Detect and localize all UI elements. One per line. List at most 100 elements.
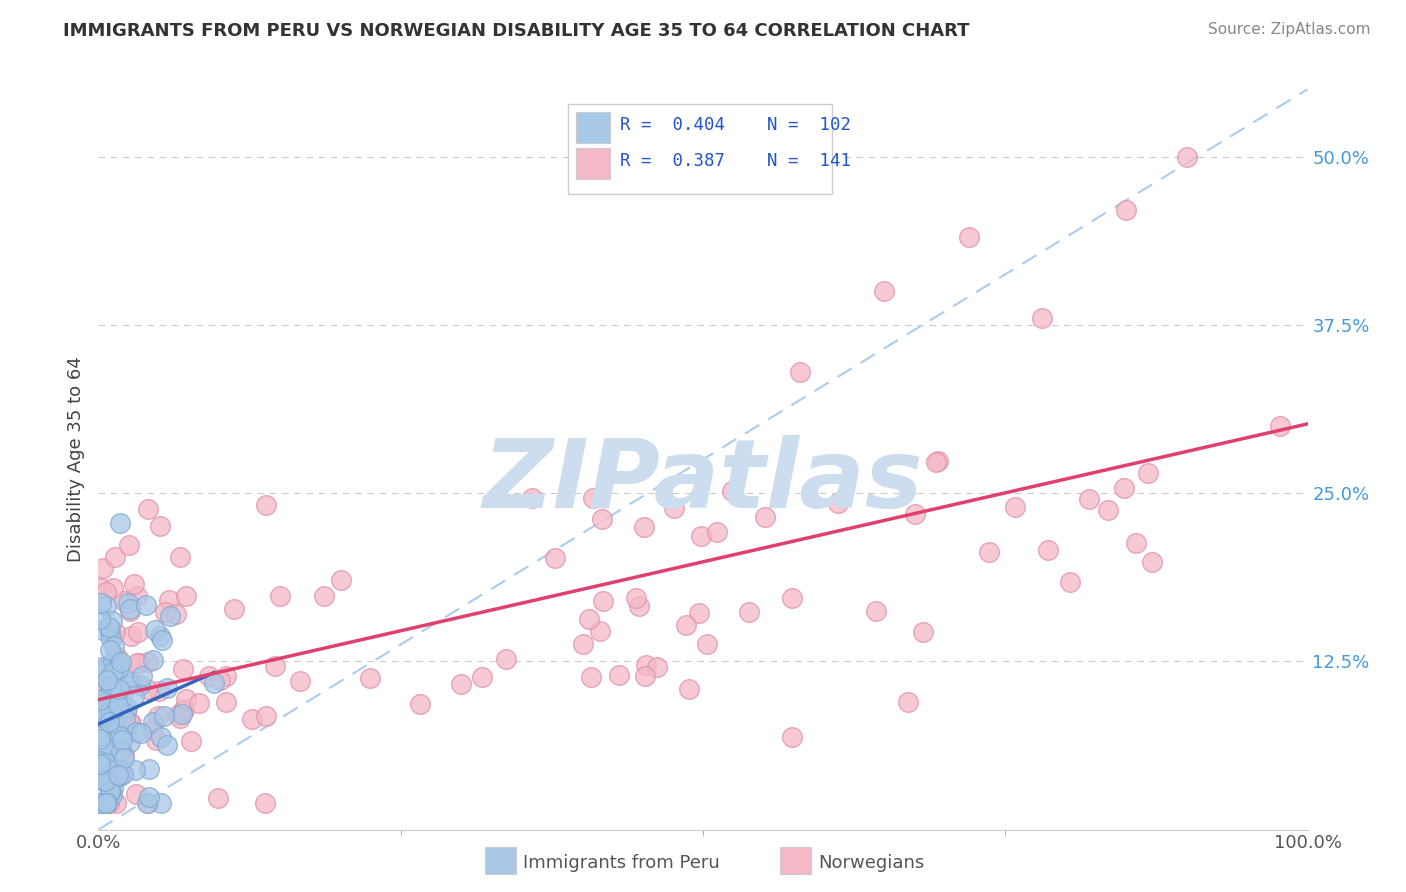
Point xyxy=(208,673,231,687)
Point xyxy=(927,454,949,468)
Point xyxy=(94,739,117,753)
Point xyxy=(100,632,122,646)
Point xyxy=(176,691,198,706)
Point xyxy=(100,784,122,798)
Point xyxy=(471,670,494,684)
Point xyxy=(120,735,142,749)
Point xyxy=(202,676,225,690)
Point xyxy=(110,694,132,708)
Point xyxy=(101,678,124,692)
Text: ZIPatlas: ZIPatlas xyxy=(482,435,924,528)
Point xyxy=(96,796,118,810)
Point xyxy=(721,484,744,499)
Point xyxy=(1112,482,1135,496)
Point xyxy=(124,763,146,777)
Point xyxy=(136,681,159,696)
Point xyxy=(120,629,142,643)
Point xyxy=(91,698,114,713)
Point xyxy=(607,668,630,682)
Point xyxy=(215,669,238,683)
Point xyxy=(91,624,114,638)
Point xyxy=(90,697,112,711)
Point xyxy=(122,690,145,704)
Point xyxy=(873,284,896,298)
Point xyxy=(159,608,181,623)
Point xyxy=(1140,555,1163,569)
Point xyxy=(1031,311,1053,326)
Text: R =  0.387    N =  141: R = 0.387 N = 141 xyxy=(620,152,851,170)
Point xyxy=(409,697,432,711)
Point xyxy=(624,591,647,606)
Point xyxy=(128,657,150,671)
Point xyxy=(143,624,166,638)
Point xyxy=(104,727,127,741)
Point xyxy=(150,796,173,810)
Point xyxy=(89,612,111,626)
Point xyxy=(96,796,118,810)
Point xyxy=(94,709,117,723)
Point xyxy=(662,501,685,516)
Point xyxy=(1137,466,1160,480)
Point xyxy=(112,751,135,765)
Point xyxy=(111,766,134,780)
Point xyxy=(127,589,149,603)
Point xyxy=(91,796,114,810)
Point xyxy=(167,707,190,722)
Point xyxy=(589,624,612,639)
Point xyxy=(98,643,121,657)
Point xyxy=(118,677,141,691)
Point xyxy=(104,550,127,565)
Point xyxy=(544,551,567,566)
Point xyxy=(174,589,197,603)
Point xyxy=(107,698,129,712)
Point xyxy=(131,669,153,683)
Point xyxy=(678,682,700,697)
Point xyxy=(100,704,122,718)
Point xyxy=(156,681,179,696)
Point xyxy=(124,576,146,591)
Point xyxy=(98,680,121,694)
Point xyxy=(1004,500,1026,515)
Point xyxy=(98,624,121,639)
Point xyxy=(169,711,191,725)
Point xyxy=(115,704,138,718)
Point xyxy=(359,671,381,685)
Point xyxy=(89,742,111,756)
Point xyxy=(633,668,655,682)
Point xyxy=(91,561,114,575)
Point xyxy=(495,652,517,666)
Point xyxy=(103,654,125,668)
Point xyxy=(1097,502,1119,516)
Point xyxy=(96,673,118,688)
Point xyxy=(129,678,152,692)
Point xyxy=(165,607,187,621)
Bar xyxy=(576,148,610,178)
Point xyxy=(180,733,202,747)
Point xyxy=(101,704,124,718)
Point xyxy=(100,784,122,798)
Point xyxy=(111,687,134,701)
Point xyxy=(675,617,697,632)
Point xyxy=(1059,575,1081,590)
Point xyxy=(103,640,125,654)
Point xyxy=(115,674,138,689)
Point xyxy=(124,676,146,690)
Point xyxy=(141,723,163,737)
Point xyxy=(90,796,112,810)
Point xyxy=(138,796,160,810)
Point xyxy=(706,525,728,540)
Point xyxy=(450,676,472,690)
Point xyxy=(89,729,111,743)
Point xyxy=(90,748,112,763)
Point xyxy=(135,598,157,612)
Point xyxy=(93,708,115,723)
Text: IMMIGRANTS FROM PERU VS NORWEGIAN DISABILITY AGE 35 TO 64 CORRELATION CHART: IMMIGRANTS FROM PERU VS NORWEGIAN DISABI… xyxy=(63,22,970,40)
Point xyxy=(897,695,920,709)
Point xyxy=(120,716,142,731)
Point xyxy=(688,606,710,620)
Point xyxy=(240,712,263,726)
Point xyxy=(112,594,135,608)
Point xyxy=(150,632,173,647)
Point xyxy=(96,776,118,790)
Point xyxy=(156,738,179,752)
